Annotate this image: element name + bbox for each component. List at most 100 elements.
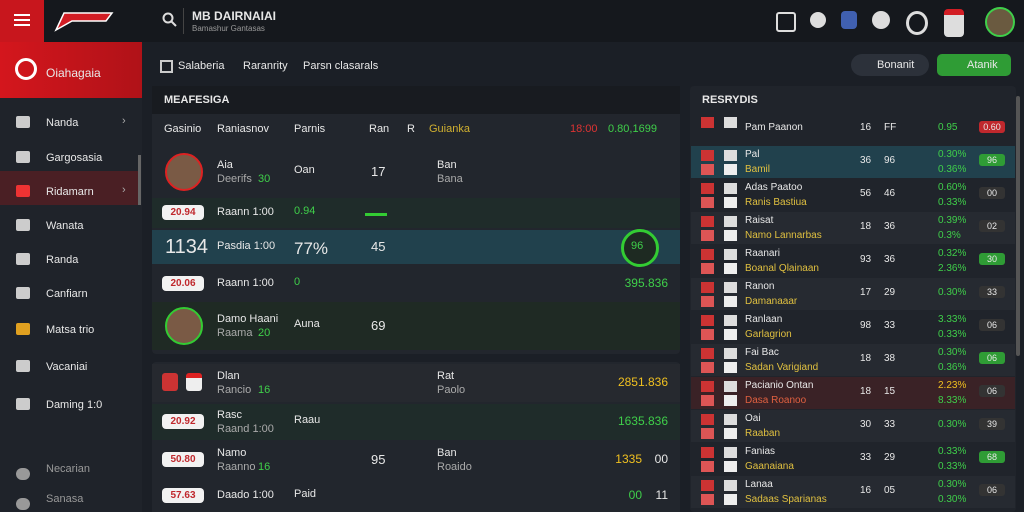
team-flag <box>701 263 714 274</box>
team-flag <box>701 197 714 208</box>
result-name: Fanias <box>745 446 776 457</box>
row-name: Rasc <box>217 409 243 421</box>
team-flag <box>724 150 737 161</box>
row-mid: Oan <box>294 164 315 176</box>
result-name: Raanari <box>745 248 781 259</box>
nav-item[interactable]: Vacaniai <box>46 361 88 373</box>
nav-icon <box>16 185 30 197</box>
result-badge[interactable]: 30 <box>979 253 1005 265</box>
total-b: 0.80,1699 <box>608 123 657 135</box>
nav-item[interactable]: Randa <box>46 254 79 266</box>
icon[interactable] <box>810 12 826 28</box>
result-o1: 0.30% <box>938 287 967 298</box>
odds-pill[interactable]: 57.63 <box>162 488 204 503</box>
search-icon[interactable] <box>162 12 178 28</box>
nav-icon <box>16 398 30 410</box>
icon[interactable] <box>944 9 964 37</box>
menu-button[interactable] <box>0 0 44 42</box>
footer-item[interactable]: Necarian <box>46 463 91 475</box>
row-name: Raann 1:00 <box>217 206 274 218</box>
nav-item[interactable]: Canfiarn <box>46 288 88 300</box>
nav-icon <box>16 287 30 299</box>
odds-pill[interactable]: 20.92 <box>162 414 204 429</box>
team-flag <box>724 263 737 274</box>
tab[interactable]: Parsn clasarals <box>303 60 379 72</box>
result-row <box>691 311 1015 343</box>
chevron: › <box>122 184 126 196</box>
nav-item[interactable]: Gargosasia <box>46 152 103 164</box>
top-bar <box>0 0 1024 42</box>
nav-item[interactable]: Ridamarn <box>46 186 94 198</box>
odds-pill[interactable]: 20.94 <box>162 205 204 220</box>
row <box>152 404 680 440</box>
row-sub: Rancio <box>217 384 252 396</box>
flag <box>186 373 202 391</box>
result-badge[interactable]: 06 <box>979 484 1005 496</box>
result-o1: 0.32% <box>938 248 967 259</box>
odds-pill[interactable]: 50.80 <box>162 452 204 467</box>
avatar[interactable] <box>985 7 1015 37</box>
row <box>152 198 680 228</box>
team-flag <box>724 216 737 227</box>
result-name: Pacianio Ontan <box>745 380 814 391</box>
tab[interactable]: Raranrity <box>243 60 288 72</box>
result-sub: Raaban <box>745 428 781 439</box>
scrollbar[interactable] <box>1016 96 1020 356</box>
nav-item[interactable]: Matsa trio <box>46 324 95 336</box>
icon[interactable] <box>906 11 928 35</box>
icon[interactable] <box>872 11 890 29</box>
icon[interactable] <box>841 11 857 29</box>
result-badge[interactable]: 33 <box>979 286 1005 298</box>
team-flag <box>701 381 714 392</box>
result-sub: Damanaaar <box>745 296 798 307</box>
result-badge[interactable]: 06 <box>979 319 1005 331</box>
logo[interactable] <box>54 10 114 32</box>
row-mid: 0.94 <box>294 205 316 217</box>
add-button-label[interactable]: Atanik <box>967 59 998 71</box>
brand-name: Oiahagaia <box>46 66 101 80</box>
result-badge[interactable]: 0.60 <box>979 121 1005 133</box>
result-badge[interactable]: 68 <box>979 451 1005 463</box>
result-sub: Dasa Roanoo <box>745 395 807 406</box>
result-badge[interactable]: 06 <box>979 352 1005 364</box>
team-flag <box>724 117 737 128</box>
result-o1: 2.23% <box>938 380 967 391</box>
icon[interactable] <box>776 12 796 32</box>
panel-header <box>152 86 680 114</box>
result-sub: Ranis Bastiua <box>745 197 807 208</box>
result-o2: 0.33% <box>938 197 967 208</box>
nav-item[interactable]: Nanda <box>46 117 79 129</box>
row-right-sub: Bana <box>437 173 463 185</box>
nav-item[interactable]: Wanata <box>46 220 84 232</box>
row-sub-value: 16 <box>258 384 271 396</box>
result-badge[interactable]: 39 <box>979 418 1005 430</box>
result-badge[interactable]: 02 <box>979 220 1005 232</box>
row-mid: Paid <box>294 488 317 500</box>
nav-item[interactable]: Daming 1:0 <box>46 399 103 411</box>
row-value: 1335 <box>615 452 642 466</box>
result-row <box>691 113 1015 145</box>
row-sub-value: 20 <box>258 327 271 339</box>
search-button[interactable] <box>851 54 929 76</box>
footer-item[interactable]: Sanasa <box>46 493 84 505</box>
result-badge[interactable]: 00 <box>979 187 1005 199</box>
result-n1: 36 <box>860 155 872 166</box>
search-button-label[interactable]: Bonanit <box>877 59 915 71</box>
tab[interactable]: Salaberia <box>178 60 225 72</box>
row-name: Namo <box>217 447 247 459</box>
nav-icon <box>16 116 30 128</box>
result-badge[interactable]: 96 <box>979 154 1005 166</box>
add-button[interactable] <box>937 54 1011 76</box>
odds-pill[interactable]: 20.06 <box>162 276 204 291</box>
team-flag <box>724 362 737 373</box>
result-o1: 3.33% <box>938 314 967 325</box>
row-value: 00 <box>628 488 642 502</box>
team-flag <box>701 414 714 425</box>
team-flag <box>701 395 714 406</box>
team-flag <box>724 494 737 505</box>
app-title: MB DAIRNAIAI <box>192 9 276 23</box>
result-badge[interactable]: 06 <box>979 385 1005 397</box>
result-sub: Bamil <box>745 164 771 175</box>
team-flag <box>701 480 714 491</box>
team-flag <box>701 164 714 175</box>
